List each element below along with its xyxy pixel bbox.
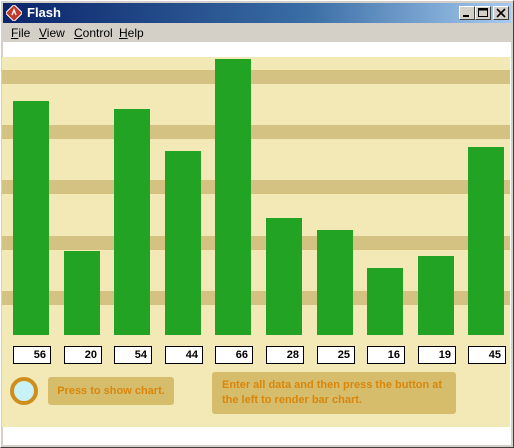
menu-view-mnemonic: V bbox=[39, 26, 47, 40]
bar-value-input[interactable]: 19 bbox=[418, 346, 456, 364]
menu-control-rest: ontrol bbox=[82, 26, 113, 40]
menu-view[interactable]: View bbox=[39, 26, 65, 40]
close-icon bbox=[496, 8, 506, 18]
instruction-text: Enter all data and then press the button… bbox=[212, 372, 456, 414]
chart-bar bbox=[468, 147, 504, 335]
close-button[interactable] bbox=[493, 6, 509, 20]
chart-bar bbox=[165, 151, 201, 335]
bar-value-input[interactable]: 54 bbox=[114, 346, 152, 364]
grid-band bbox=[2, 236, 510, 250]
grid-band bbox=[2, 125, 510, 139]
show-chart-round-button[interactable] bbox=[10, 377, 38, 405]
minimize-icon bbox=[463, 15, 469, 17]
menu-file-mnemonic: F bbox=[11, 26, 19, 40]
bar-value-input[interactable]: 28 bbox=[266, 346, 304, 364]
menu-file[interactable]: File bbox=[11, 26, 30, 40]
bar-value-input[interactable]: 20 bbox=[64, 346, 102, 364]
bar-value-input[interactable]: 66 bbox=[215, 346, 253, 364]
minimize-button[interactable] bbox=[459, 6, 475, 20]
menu-view-rest: iew bbox=[46, 26, 65, 40]
title-bar[interactable]: Flash bbox=[3, 3, 511, 23]
menu-bar: File View Control Help bbox=[3, 24, 511, 42]
chart-bar bbox=[114, 109, 150, 335]
window-title: Flash bbox=[27, 5, 61, 20]
bar-value-input[interactable]: 25 bbox=[317, 346, 355, 364]
bar-value-input[interactable]: 56 bbox=[13, 346, 51, 364]
menu-control[interactable]: Control bbox=[74, 26, 113, 40]
show-chart-button[interactable]: Press to show chart. bbox=[48, 377, 174, 405]
maximize-button[interactable] bbox=[475, 6, 491, 20]
menu-help-mnemonic: H bbox=[119, 26, 128, 40]
menu-help-rest: elp bbox=[127, 26, 144, 40]
bar-value-input[interactable]: 45 bbox=[468, 346, 506, 364]
menu-file-rest: ile bbox=[18, 26, 31, 40]
chart-bar bbox=[266, 218, 302, 335]
chart-bar bbox=[317, 230, 353, 335]
grid-band bbox=[2, 180, 510, 194]
grid-band bbox=[2, 70, 510, 84]
chart-bar bbox=[13, 101, 49, 335]
chart-bar bbox=[215, 59, 251, 335]
menu-control-mnemonic: C bbox=[74, 26, 83, 40]
flash-app-icon bbox=[6, 5, 22, 21]
chart-bar bbox=[64, 251, 100, 335]
chart-bar bbox=[418, 256, 454, 335]
chart-bar bbox=[367, 268, 403, 335]
bar-value-input[interactable]: 44 bbox=[165, 346, 203, 364]
menu-help[interactable]: Help bbox=[119, 26, 144, 40]
bar-value-input[interactable]: 16 bbox=[367, 346, 405, 364]
maximize-icon bbox=[478, 8, 488, 17]
